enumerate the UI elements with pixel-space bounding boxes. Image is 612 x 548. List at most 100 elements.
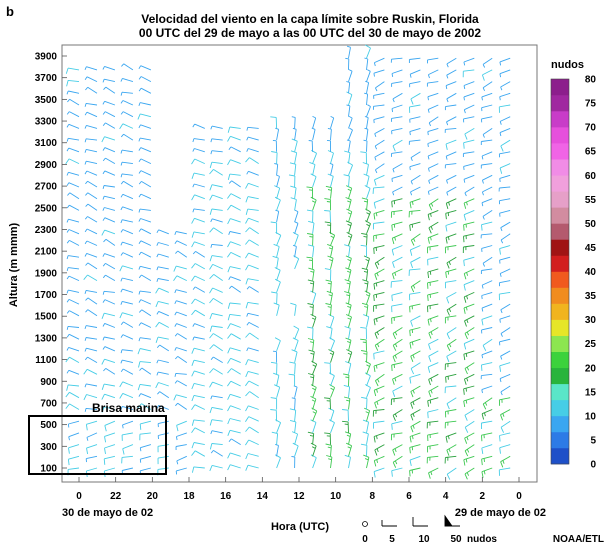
wind-barb [245, 426, 259, 434]
wind-barb [392, 385, 403, 397]
wind-barb [275, 443, 279, 457]
wind-barb [102, 78, 115, 83]
wind-barb [463, 81, 475, 90]
wind-barb [85, 86, 98, 94]
wind-barb [445, 409, 457, 418]
wind-barb [427, 127, 439, 136]
wind-barb [365, 208, 371, 223]
wind-barb [445, 268, 457, 278]
wind-barb [482, 256, 493, 267]
wind-barb [66, 79, 80, 87]
wind-barb [139, 455, 152, 463]
wind-barb [227, 218, 241, 225]
wind-barb [499, 268, 511, 277]
wind-barb [209, 325, 223, 332]
colorbar-segment [551, 159, 569, 176]
wind-barb [245, 391, 259, 399]
wind-barb [120, 193, 134, 200]
wind-barb [390, 280, 403, 288]
wind-barb [245, 439, 259, 446]
wind-barb [138, 181, 152, 188]
wind-barb [464, 444, 475, 457]
wind-barb [227, 266, 241, 273]
wind-barb [427, 233, 439, 244]
wind-barb [191, 382, 205, 390]
colorbar-tick-label: 75 [585, 99, 597, 110]
wind-barb [375, 81, 385, 92]
colorbar-tick-label: 80 [585, 75, 597, 86]
wind-barb [306, 209, 314, 223]
wind-barb [139, 420, 152, 430]
wind-barb [227, 135, 241, 142]
wind-barb [209, 169, 223, 176]
y-tick-label: 2500 [35, 203, 58, 214]
wind-barb [210, 138, 223, 143]
wind-barb [344, 279, 351, 293]
wind-barb [245, 227, 259, 235]
wind-barb [463, 256, 475, 267]
wind-barb [426, 81, 439, 87]
wind-barb [481, 291, 493, 300]
wind-barb [156, 359, 169, 364]
wind-barb [174, 240, 187, 246]
wind-barb [463, 233, 475, 243]
y-tick-label: 1700 [35, 290, 58, 301]
y-tick-label: 3300 [35, 117, 58, 128]
wind-barb [500, 81, 511, 91]
wind-barb [410, 409, 421, 421]
wind-barb [373, 233, 385, 242]
wind-barb [409, 221, 421, 231]
x-tick-label: 0 [516, 491, 522, 502]
colorbar-tick-label: 60 [585, 171, 597, 182]
wind-barb [245, 405, 259, 412]
wind-barb [391, 116, 403, 122]
wind-barb [374, 397, 385, 409]
wind-barb [427, 139, 439, 147]
chart-subtitle: 00 UTC del 29 de mayo a las 00 UTC del 3… [139, 26, 481, 40]
wind-barb [446, 256, 457, 269]
wind-barb [463, 57, 475, 66]
legend-5kt-symbol [381, 520, 397, 527]
wind-barb [101, 406, 116, 413]
wind-barb [84, 160, 98, 165]
colorbar-segment [551, 95, 569, 112]
wind-barb [228, 231, 241, 235]
wind-barb [293, 255, 300, 270]
wind-barb [481, 432, 493, 442]
wind-barb [293, 385, 298, 398]
wind-barb [373, 303, 385, 312]
wind-barb [391, 268, 403, 280]
wind-barb [498, 198, 511, 205]
wind-barb [121, 455, 133, 464]
wind-barb [427, 291, 439, 301]
credit: NOAA/ETL [553, 534, 604, 545]
colorbar-tick-label: 30 [585, 315, 597, 326]
wind-barb [464, 327, 475, 340]
wind-barb [120, 219, 133, 224]
wind-barb [294, 221, 299, 234]
wind-barb [373, 198, 385, 209]
wind-barb [373, 291, 385, 301]
wind-barb [102, 185, 115, 190]
wind-barb [121, 432, 133, 441]
wind-barb [157, 432, 169, 440]
wind-barb [446, 57, 457, 68]
wind-barb [374, 268, 385, 280]
colorbar-segment [551, 255, 569, 272]
wind-barb [446, 350, 457, 363]
wind-barb [360, 443, 368, 457]
wind-barb [175, 432, 187, 441]
wind-barb [500, 409, 511, 421]
wind-barb [426, 455, 439, 464]
wind-barb [372, 409, 385, 417]
wind-barb [364, 220, 371, 234]
wind-barb [481, 409, 493, 420]
colorbar-tick-label: 25 [585, 339, 597, 350]
wind-barb [138, 137, 151, 142]
wind-barb [138, 265, 152, 270]
panel-label: b [6, 4, 14, 19]
wind-barb [155, 287, 169, 294]
wind-barb [326, 455, 333, 469]
wind-barb [409, 432, 421, 443]
colorbar-segment [551, 127, 569, 144]
